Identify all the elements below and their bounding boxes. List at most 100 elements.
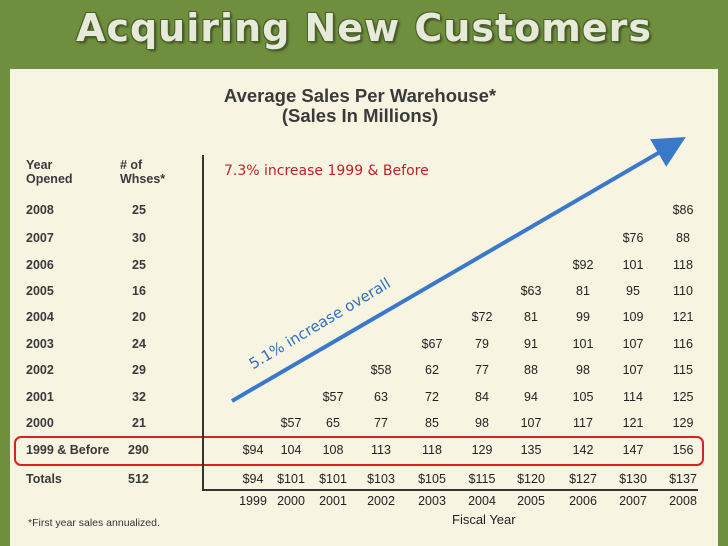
table-cell: 121: [672, 310, 694, 324]
table-cell: $103: [367, 472, 395, 486]
table-cell: $86: [672, 203, 694, 217]
row-count: 24: [132, 337, 146, 351]
x-tick-label: 2007: [619, 494, 647, 508]
table-cell: 98: [475, 416, 489, 430]
table-cell: 81: [576, 284, 590, 298]
row-count: 25: [132, 258, 146, 272]
table-cell: $72: [471, 310, 493, 324]
row-count: 29: [132, 363, 146, 377]
row-label: 2000: [26, 416, 54, 430]
table-cell: 79: [475, 337, 489, 351]
table-cell: 99: [576, 310, 590, 324]
table-cell: 114: [623, 390, 643, 404]
x-axis-line: [202, 489, 698, 491]
table-cell: $92: [572, 258, 594, 272]
table-cell: $130: [619, 472, 647, 486]
table-cell: 118: [673, 258, 693, 272]
row-label: 2005: [26, 284, 54, 298]
row-count: 25: [132, 203, 146, 217]
row-count: 16: [132, 284, 146, 298]
table-cell: $120: [517, 472, 545, 486]
x-tick-label: 2002: [367, 494, 395, 508]
table-cell: 125: [672, 390, 694, 404]
table-cell: $94: [242, 472, 264, 486]
table-cell: 107: [520, 416, 542, 430]
row-label: 2004: [26, 310, 54, 324]
table-cell: 88: [524, 363, 538, 377]
table-cell: 113: [371, 443, 391, 457]
row-count: 290: [128, 443, 149, 457]
table-cell: 95: [626, 284, 640, 298]
row-label: 2006: [26, 258, 54, 272]
table-cell: 116: [673, 337, 693, 351]
trend-arrow-line: [230, 136, 686, 403]
table-cell: 62: [425, 363, 439, 377]
row-label: Totals: [26, 472, 62, 486]
x-axis-label: Fiscal Year: [452, 512, 516, 527]
x-tick-label: 1999: [239, 494, 267, 508]
table-cell: $63: [520, 284, 542, 298]
table-cell: 88: [676, 231, 690, 245]
table-cell: $94: [242, 443, 264, 457]
table-cell: 121: [622, 416, 644, 430]
x-tick-label: 2008: [669, 494, 697, 508]
table-cell: 108: [322, 443, 344, 457]
table-cell: 129: [672, 416, 694, 430]
table-cell: 156: [672, 443, 694, 457]
chart-subtitle: (Sales In Millions): [281, 105, 439, 126]
table-cell: $101: [277, 472, 305, 486]
row-count: 21: [132, 416, 146, 430]
table-cell: 72: [425, 390, 439, 404]
annotation-red: 7.3% increase 1999 & Before: [224, 163, 429, 179]
table-cell: 77: [475, 363, 489, 377]
table-cell: 98: [576, 363, 590, 377]
table-cell: $76: [622, 231, 644, 245]
table-cell: $115: [468, 472, 496, 486]
chart-title: Average Sales Per Warehouse*: [223, 85, 497, 106]
table-cell: $67: [421, 337, 443, 351]
x-tick-label: 2005: [517, 494, 545, 508]
table-cell: 77: [374, 416, 388, 430]
x-tick-label: 2004: [468, 494, 496, 508]
footnote: *First year sales annualized.: [28, 517, 160, 529]
chart-panel: [10, 69, 718, 546]
row-label: 2007: [26, 231, 54, 245]
table-cell: 109: [622, 310, 644, 324]
table-cell: $58: [370, 363, 392, 377]
table-cell: 118: [422, 443, 442, 457]
table-cell: 117: [573, 416, 593, 430]
count-header: # of Whses*: [120, 158, 166, 186]
row-label: 2008: [26, 203, 54, 217]
row-count: 32: [132, 390, 146, 404]
table-cell: $57: [280, 416, 302, 430]
row-count: 30: [132, 231, 146, 245]
table-cell: 110: [673, 284, 693, 298]
table-cell: 91: [524, 337, 538, 351]
table-cell: 115: [673, 363, 693, 377]
table-cell: 142: [572, 443, 594, 457]
table-cell: 94: [524, 390, 538, 404]
x-tick-label: 2001: [319, 494, 347, 508]
table-cell: 105: [572, 390, 594, 404]
x-tick-label: 2006: [569, 494, 597, 508]
table-cell: 63: [374, 390, 388, 404]
row-count: 512: [128, 472, 149, 486]
table-cell: 135: [520, 443, 542, 457]
table-cell: $127: [569, 472, 597, 486]
x-tick-label: 2003: [418, 494, 446, 508]
row-label: 2001: [26, 390, 54, 404]
table-cell: 84: [475, 390, 489, 404]
table-cell: $137: [669, 472, 697, 486]
table-cell: 101: [572, 337, 594, 351]
table-cell: 107: [622, 337, 644, 351]
highlight-box-1999-before: [14, 436, 704, 466]
table-cell: 107: [622, 363, 644, 377]
table-cell: 104: [280, 443, 302, 457]
x-tick-label: 2000: [277, 494, 305, 508]
table-cell: 65: [326, 416, 340, 430]
slide-title: Acquiring New Customers: [76, 6, 652, 50]
table-cell: 101: [622, 258, 644, 272]
row-label: 1999 & Before: [26, 443, 110, 457]
